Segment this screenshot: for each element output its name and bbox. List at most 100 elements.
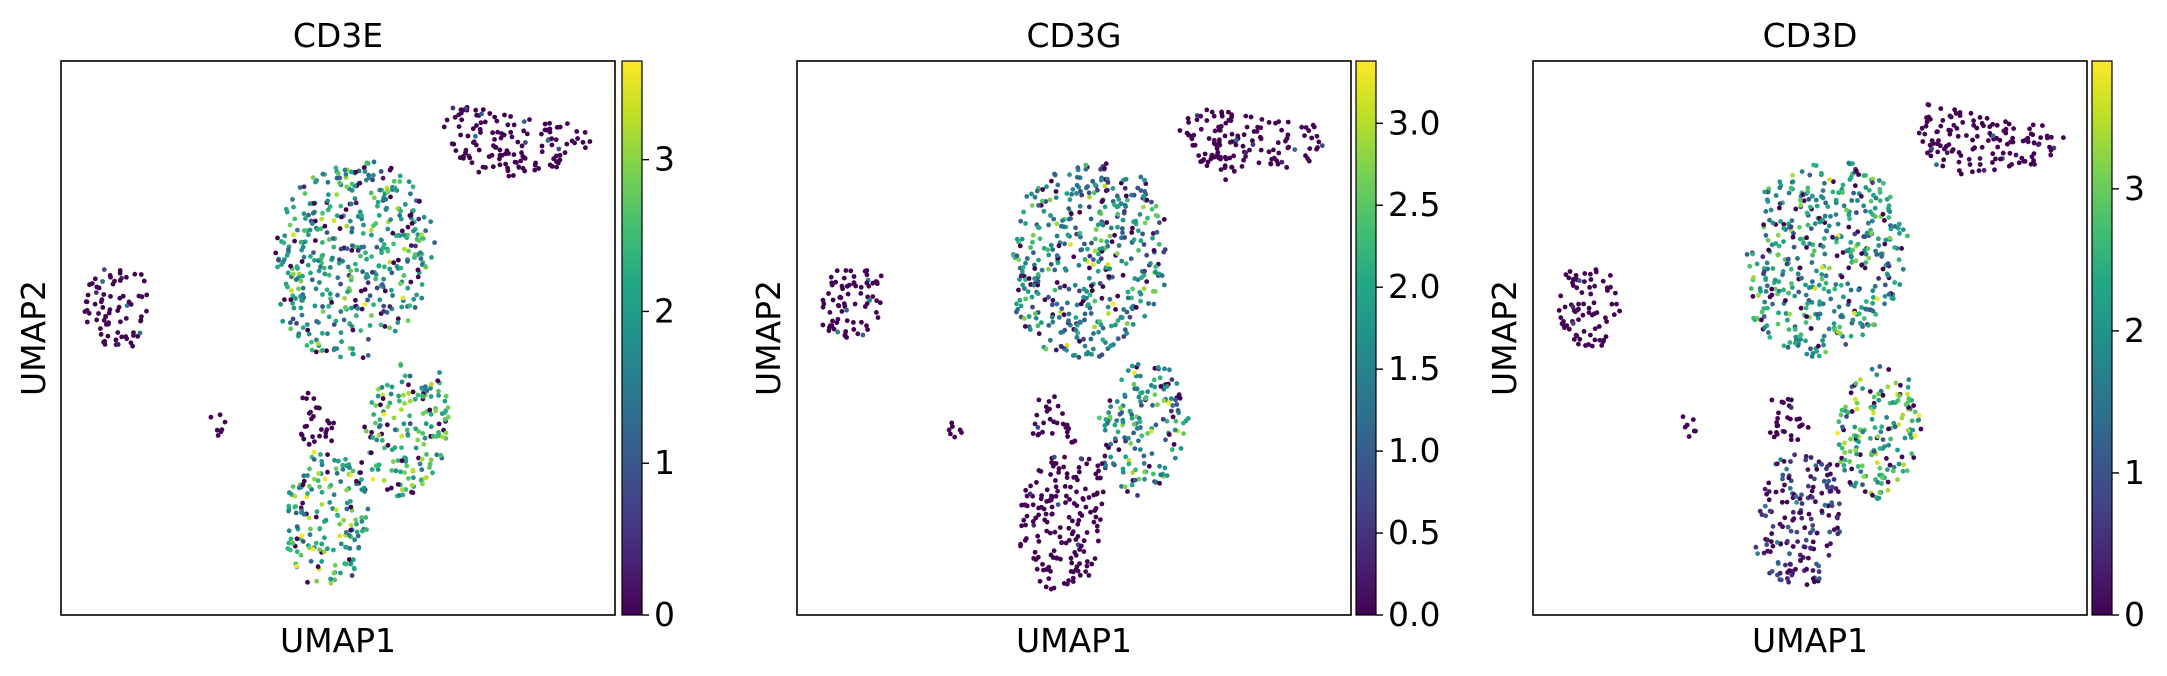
scatter-point bbox=[1832, 327, 1837, 333]
scatter-point bbox=[1241, 157, 1246, 163]
scatter-point bbox=[348, 268, 354, 274]
scatter-point bbox=[2049, 134, 2054, 140]
scatter-point bbox=[1044, 487, 1050, 493]
scatter-point bbox=[1990, 160, 1995, 165]
colorbar-tick-label: 0 bbox=[654, 595, 675, 634]
scatter-point bbox=[331, 244, 337, 250]
scatter-point bbox=[401, 421, 407, 427]
scatter-point bbox=[1844, 207, 1849, 213]
scatter-point bbox=[1069, 191, 1074, 197]
scatter-point bbox=[1581, 329, 1587, 334]
scatter-point bbox=[399, 379, 405, 385]
scatter-point bbox=[1859, 305, 1864, 310]
scatter-point bbox=[1174, 381, 1180, 386]
scatter-point bbox=[1091, 519, 1097, 525]
scatter-point bbox=[1146, 463, 1152, 469]
scatter-point bbox=[338, 354, 343, 360]
scatter-point bbox=[1911, 455, 1917, 460]
scatter-point bbox=[1822, 502, 1828, 508]
scatter-point bbox=[1878, 251, 1884, 257]
scatter-point bbox=[1049, 431, 1055, 436]
scatter-point bbox=[1048, 242, 1054, 248]
scatter-point bbox=[554, 125, 560, 130]
scatter-point bbox=[453, 148, 459, 154]
scatter-point bbox=[348, 527, 354, 533]
scatter-point bbox=[1177, 395, 1183, 401]
scatter-point bbox=[1271, 147, 1276, 153]
scatter-point bbox=[1819, 272, 1825, 277]
scatter-point bbox=[410, 467, 416, 473]
scatter-point bbox=[412, 396, 418, 402]
scatter-point bbox=[1608, 273, 1613, 278]
scatter-point bbox=[1887, 462, 1893, 468]
scatter-point bbox=[84, 308, 90, 313]
scatter-point bbox=[1853, 258, 1859, 264]
scatter-point bbox=[1030, 239, 1035, 245]
scatter-point bbox=[295, 227, 300, 233]
scatter-point bbox=[309, 277, 315, 283]
scatter-point bbox=[1229, 131, 1235, 137]
scatter-point bbox=[519, 143, 525, 149]
scatter-point bbox=[314, 337, 319, 343]
scatter-point bbox=[1886, 442, 1891, 448]
scatter-point bbox=[1874, 460, 1880, 466]
scatter-point bbox=[405, 224, 411, 230]
scatter-point bbox=[1077, 561, 1082, 566]
scatter-point bbox=[359, 306, 365, 312]
scatter-point bbox=[1142, 189, 1148, 194]
scatter-point bbox=[416, 238, 422, 244]
scatter-point bbox=[1849, 466, 1855, 472]
scatter-point bbox=[1062, 266, 1068, 272]
scatter-point bbox=[1803, 282, 1808, 288]
scatter-point bbox=[1157, 220, 1162, 226]
scatter-point bbox=[1110, 461, 1116, 467]
scatter-point bbox=[311, 250, 316, 256]
scatter-point bbox=[1803, 537, 1809, 543]
scatter-point bbox=[1059, 306, 1065, 311]
scatter-point bbox=[1074, 334, 1080, 340]
scatter-point bbox=[1806, 511, 1812, 517]
scatter-point bbox=[343, 530, 349, 535]
scatter-point bbox=[1104, 239, 1110, 245]
scatter-point bbox=[1062, 241, 1067, 247]
scatter-point bbox=[384, 422, 390, 428]
scatter-point bbox=[946, 427, 952, 433]
scatter-point bbox=[1879, 424, 1885, 430]
scatter-point bbox=[1882, 444, 1887, 449]
scatter-point bbox=[376, 213, 382, 218]
scatter-point bbox=[337, 226, 343, 232]
scatter-point bbox=[1146, 301, 1151, 306]
scatter-point bbox=[314, 509, 320, 515]
scatter-point bbox=[1172, 455, 1178, 461]
scatter-point bbox=[339, 339, 344, 345]
scatter-point bbox=[1765, 237, 1771, 243]
scatter-point bbox=[319, 330, 325, 336]
scatter-point bbox=[306, 483, 312, 489]
scatter-point bbox=[1586, 310, 1592, 315]
scatter-point bbox=[1279, 127, 1284, 133]
scatter-point bbox=[273, 250, 279, 256]
scatter-point bbox=[1064, 429, 1070, 435]
scatter-point bbox=[423, 384, 428, 389]
scatter-point bbox=[1115, 429, 1121, 435]
scatter-point bbox=[369, 430, 374, 435]
scatter-point bbox=[123, 334, 129, 339]
scatter-point bbox=[393, 468, 399, 474]
scatter-point bbox=[428, 411, 434, 417]
scatter-point bbox=[867, 297, 872, 303]
scatter-point bbox=[1825, 464, 1830, 469]
scatter-point bbox=[1050, 247, 1056, 253]
scatter-point bbox=[1142, 177, 1147, 183]
scatter-point bbox=[293, 296, 298, 301]
scatter-point bbox=[1222, 133, 1228, 139]
scatter-point bbox=[1299, 124, 1305, 130]
scatter-point bbox=[1878, 429, 1884, 435]
scatter-point bbox=[395, 320, 401, 325]
scatter-point bbox=[1129, 295, 1134, 301]
scatter-point bbox=[1090, 346, 1096, 352]
scatter-point bbox=[1053, 189, 1059, 194]
scatter-point bbox=[385, 442, 391, 448]
scatter-point bbox=[1857, 452, 1863, 458]
scatter-point bbox=[1866, 322, 1871, 328]
scatter-point bbox=[370, 476, 376, 482]
